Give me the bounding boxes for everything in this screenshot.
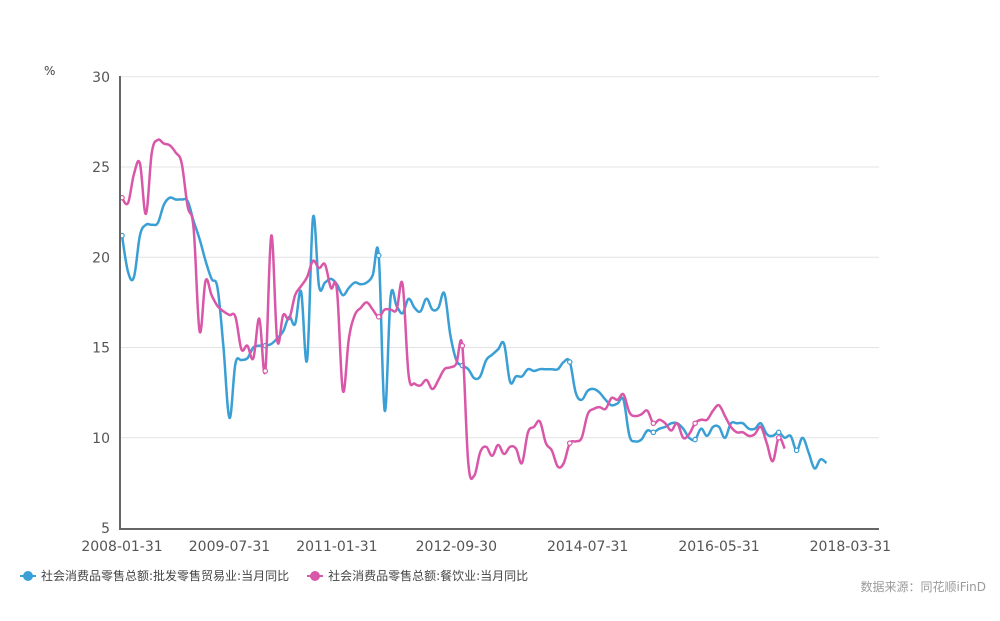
y-tick-label: 20 — [92, 250, 110, 266]
data-source-note: 数据来源：同花顺iFinD — [860, 580, 986, 594]
data-point-marker[interactable] — [650, 420, 657, 427]
data-point-marker[interactable] — [692, 420, 698, 427]
legend-marker-icon — [20, 570, 36, 581]
data-point-marker[interactable] — [459, 342, 466, 349]
legend: 社会消费品零售总额:批发零售贸易业:当月同比 社会消费品零售总额:餐饮业:当月同… — [20, 567, 528, 584]
x-tick-label: 2012-09-30 — [416, 539, 497, 555]
legend-item-wholesale-retail[interactable]: 社会消费品零售总额:批发零售贸易业:当月同比 — [20, 567, 289, 584]
data-point-marker[interactable] — [375, 314, 382, 320]
x-tick-label: 2008-01-31 — [81, 539, 162, 555]
gridlines — [121, 76, 879, 439]
legend-item-catering[interactable]: 社会消费品零售总额:餐饮业:当月同比 — [307, 567, 528, 584]
data-point-marker[interactable] — [375, 252, 382, 259]
y-tick-label: 5 — [101, 521, 110, 537]
x-tick-label: 2009-07-31 — [189, 539, 270, 555]
data-point-marker[interactable] — [262, 368, 269, 374]
data-point-marker[interactable] — [692, 436, 698, 443]
data-point-marker[interactable] — [793, 447, 800, 454]
x-tick-label: 2011-01-31 — [296, 539, 377, 555]
series-line-catering[interactable] — [120, 138, 786, 481]
legend-label: 社会消费品零售总额:餐饮业:当月同比 — [328, 569, 529, 583]
y-tick-label: 25 — [92, 160, 110, 176]
y-tick-label: 10 — [92, 431, 110, 447]
x-axis-ticks: 2008-01-31 2009-07-31 2011-01-31 2012-09-30… — [81, 539, 891, 555]
data-point-marker[interactable] — [566, 359, 573, 365]
y-axis-unit: % — [44, 64, 55, 78]
legend-marker-icon — [307, 570, 324, 581]
series-lines — [119, 138, 828, 481]
data-point-marker[interactable] — [775, 434, 782, 441]
series-line-wholesale-retail[interactable] — [120, 196, 828, 470]
data-point-marker[interactable] — [650, 429, 657, 436]
line-chart: % 5 10 15 20 25 30 2008-01-31 2009-07-31 2011-0… — [44, 64, 891, 555]
data-point-marker[interactable] — [566, 440, 573, 446]
y-tick-label: 30 — [92, 70, 110, 86]
x-tick-label: 2016-05-31 — [678, 539, 759, 555]
y-axis-ticks: 5 10 15 20 25 30 — [92, 70, 110, 537]
data-point-marker[interactable] — [775, 429, 782, 436]
legend-label: 社会消费品零售总额:批发零售贸易业:当月同比 — [41, 569, 290, 583]
x-tick-label: 2018-03-31 — [810, 539, 891, 555]
y-tick-label: 15 — [92, 341, 110, 357]
x-tick-label: 2014-07-31 — [547, 539, 628, 555]
